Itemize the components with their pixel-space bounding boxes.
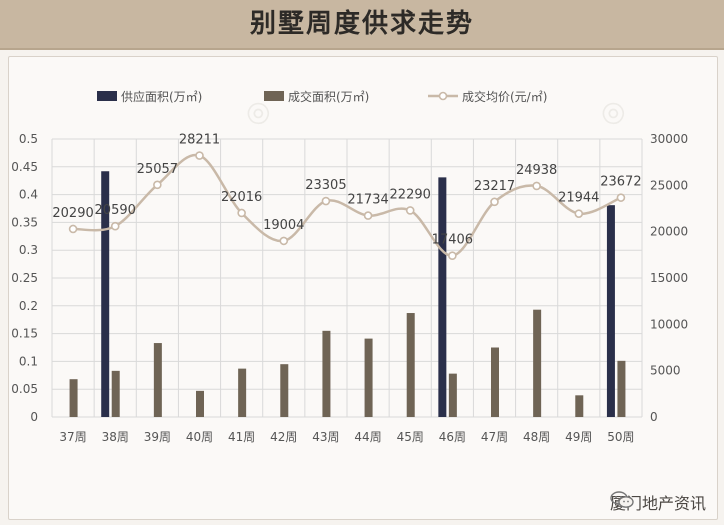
price-data-label: 23217 — [474, 179, 515, 194]
y-right-tick-label: 30000 — [650, 132, 688, 146]
x-tick-label: 44周 — [354, 430, 381, 444]
deal-bar — [153, 343, 162, 417]
deal-bar — [617, 360, 626, 417]
price-data-label: 20290 — [52, 206, 93, 221]
legend-swatch-supply — [97, 91, 117, 101]
price-line — [72, 153, 622, 257]
price-data-label: 21944 — [558, 191, 599, 206]
price-data-label: 19004 — [263, 218, 304, 233]
x-tick-label: 50周 — [607, 430, 634, 444]
deal-bar — [322, 330, 331, 417]
x-tick-label: 45周 — [397, 430, 424, 444]
x-tick-label: 43周 — [312, 430, 339, 444]
price-data-label: 23672 — [600, 175, 641, 190]
price-data-label: 21734 — [347, 193, 388, 208]
deal-bar — [491, 347, 499, 417]
legend-label-deal: 成交面积(万㎡) — [288, 89, 369, 104]
legend-label-supply: 供应面积(万㎡) — [121, 89, 202, 104]
deal-bar — [533, 309, 542, 417]
supply-bar — [606, 205, 615, 417]
y-left-tick-label: 0.4 — [19, 188, 38, 202]
x-tick-label: 48周 — [523, 430, 550, 444]
price-point — [616, 193, 626, 202]
y-right-tick-label: 10000 — [650, 317, 688, 331]
price-point — [321, 196, 331, 206]
y-left-tick-label: 0.35 — [11, 215, 38, 229]
y-left-tick-label: 0.45 — [11, 160, 38, 174]
price-point — [490, 197, 499, 207]
y-left-tick-label: 0.05 — [11, 382, 38, 396]
wechat-icon — [610, 491, 634, 508]
price-data-label: 22016 — [221, 190, 262, 205]
page-title: 别墅周度供求走势 — [249, 9, 474, 39]
deal-bar — [406, 313, 415, 417]
legend-swatch-deal — [264, 91, 284, 101]
price-point — [279, 236, 289, 246]
x-tick-label: 47周 — [481, 430, 508, 444]
deal-bar — [448, 373, 457, 417]
deal-bar — [280, 364, 289, 417]
legend-label-price: 成交均价(元/㎡) — [462, 89, 547, 104]
supply-bar — [438, 177, 447, 417]
source-footer: 厦门地产资讯 — [610, 491, 706, 513]
price-point — [195, 151, 204, 160]
y-right-tick-label: 15000 — [650, 271, 688, 285]
y-left-tick-label: 0.3 — [19, 243, 38, 257]
y-right-tick-label: 0 — [650, 410, 658, 424]
x-tick-label: 49周 — [565, 430, 592, 444]
x-tick-label: 41周 — [228, 430, 255, 444]
price-point — [448, 251, 457, 261]
y-left-tick-label: 0 — [30, 410, 38, 424]
deal-bar — [111, 370, 120, 417]
price-data-label: 28211 — [179, 133, 220, 148]
price-data-label: 25057 — [137, 162, 178, 177]
y-left-tick-label: 0.15 — [11, 327, 38, 341]
deal-bar — [238, 368, 247, 417]
price-point — [153, 180, 162, 190]
x-tick-label: 46周 — [439, 430, 466, 444]
legend-marker-price — [438, 91, 448, 101]
price-point — [237, 208, 246, 218]
x-tick-label: 42周 — [270, 430, 297, 444]
deal-bar — [69, 379, 78, 417]
y-left-tick-label: 0.25 — [11, 271, 38, 285]
price-data-label: 22290 — [390, 187, 431, 202]
price-point — [405, 206, 415, 215]
price-point — [574, 209, 584, 218]
deal-bar — [575, 395, 584, 417]
price-point — [68, 224, 78, 234]
y-right-tick-label: 25000 — [650, 178, 688, 192]
y-left-tick-label: 0.5 — [19, 132, 38, 146]
supply-bar — [101, 171, 110, 417]
x-tick-label: 40周 — [186, 430, 213, 444]
price-data-label: 20590 — [95, 203, 136, 218]
title-banner: 别墅周度供求走势 — [0, 0, 724, 50]
price-data-label: 17406 — [432, 233, 473, 248]
price-point — [110, 221, 120, 231]
x-tick-label: 38周 — [102, 430, 129, 444]
price-point — [532, 181, 541, 191]
y-left-tick-label: 0.2 — [19, 299, 38, 313]
y-right-tick-label: 5000 — [650, 364, 681, 378]
y-left-tick-label: 0.1 — [19, 354, 38, 368]
source-label: 厦门地产资讯 — [609, 494, 706, 513]
deal-bar — [364, 338, 373, 417]
y-right-tick-label: 20000 — [650, 225, 688, 239]
deal-bar — [196, 390, 204, 417]
price-data-label: 23305 — [305, 178, 346, 193]
price-point — [363, 211, 373, 220]
x-tick-label: 39周 — [144, 430, 171, 444]
x-tick-label: 37周 — [59, 430, 86, 444]
price-data-label: 24938 — [516, 163, 557, 178]
